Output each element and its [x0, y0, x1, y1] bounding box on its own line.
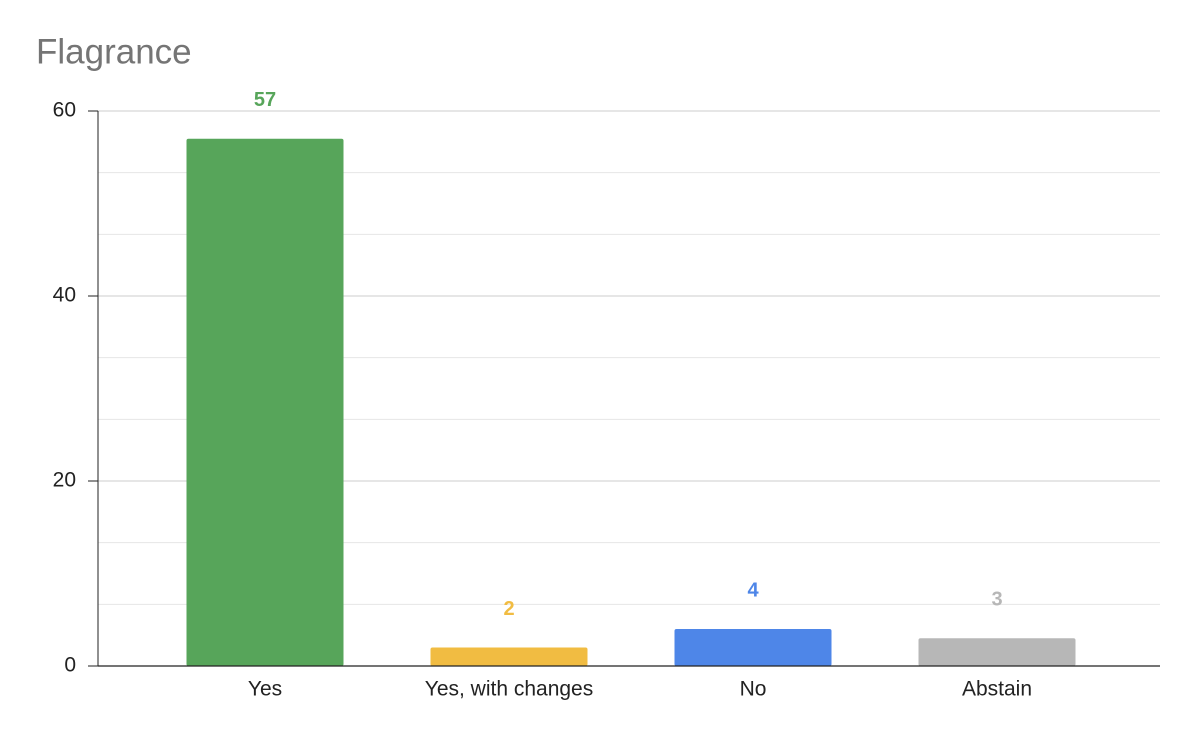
y-tick-label: 0 [64, 654, 76, 677]
x-tick-label: No [740, 678, 767, 701]
bar [186, 138, 344, 666]
value-label: 2 [503, 598, 514, 620]
chart-title: Flagrance [36, 32, 192, 71]
y-tick-label: 40 [53, 284, 76, 307]
x-tick-label: Yes [248, 678, 282, 701]
value-label: 3 [991, 589, 1002, 611]
x-tick-label: Abstain [962, 678, 1032, 701]
bar [918, 638, 1076, 666]
bar [674, 629, 832, 666]
bar [430, 647, 588, 666]
value-label: 57 [254, 89, 276, 111]
x-tick-label: Yes, with changes [425, 678, 594, 701]
value-label: 4 [747, 579, 759, 601]
y-tick-label: 60 [53, 99, 76, 122]
y-tick-label: 20 [53, 469, 76, 492]
